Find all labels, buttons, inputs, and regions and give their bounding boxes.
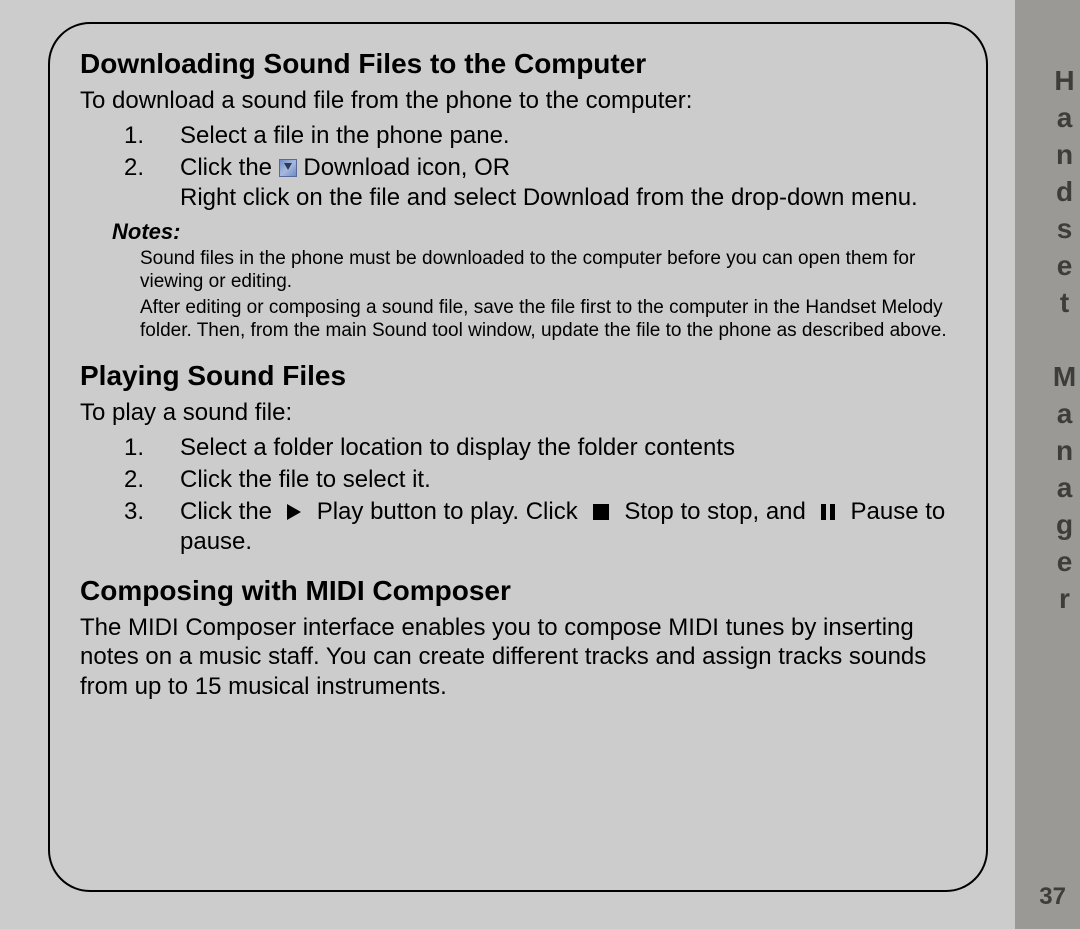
page-number: 37 [1039, 883, 1066, 911]
steps-downloading: 1. Select a file in the phone pane. 2. C… [124, 121, 956, 213]
play-icon [287, 504, 301, 520]
body-composing: The MIDI Composer interface enables you … [80, 613, 956, 701]
download-icon [279, 159, 297, 177]
list-item: 1. Select a folder location to display t… [124, 433, 956, 463]
list-number: 2. [124, 153, 180, 213]
list-text: Click the Download icon, OR Right click … [180, 153, 956, 213]
heading-downloading: Downloading Sound Files to the Computer [80, 48, 956, 80]
list-number: 1. [124, 433, 180, 463]
notes-text-2: After editing or composing a sound file,… [140, 296, 952, 342]
list-item: 3. Click the Play button to play. Click … [124, 497, 956, 557]
list-number: 2. [124, 465, 180, 495]
notes-label: Notes: [112, 219, 956, 245]
side-tab-label: Handset Manager [1015, 65, 1080, 620]
steps-playing: 1. Select a folder location to display t… [124, 433, 956, 557]
intro-downloading: To download a sound file from the phone … [80, 86, 956, 115]
intro-playing: To play a sound file: [80, 398, 956, 427]
list-text: Click the Play button to play. Click Sto… [180, 497, 956, 557]
list-item: 1. Select a file in the phone pane. [124, 121, 956, 151]
pause-icon [821, 504, 835, 520]
list-text: Click the file to select it. [180, 465, 956, 495]
list-item: 2. Click the Download icon, OR Right cli… [124, 153, 956, 213]
list-number: 3. [124, 497, 180, 557]
list-text: Select a folder location to display the … [180, 433, 956, 463]
notes-text-1: Sound files in the phone must be downloa… [140, 247, 952, 293]
content-frame: Downloading Sound Files to the Computer … [48, 22, 988, 892]
list-item: 2. Click the file to select it. [124, 465, 956, 495]
stop-icon [593, 504, 609, 520]
list-number: 1. [124, 121, 180, 151]
heading-playing: Playing Sound Files [80, 360, 956, 392]
heading-composing: Composing with MIDI Composer [80, 575, 956, 607]
side-tab: Handset Manager 37 [1015, 0, 1080, 929]
list-text: Select a file in the phone pane. [180, 121, 956, 151]
